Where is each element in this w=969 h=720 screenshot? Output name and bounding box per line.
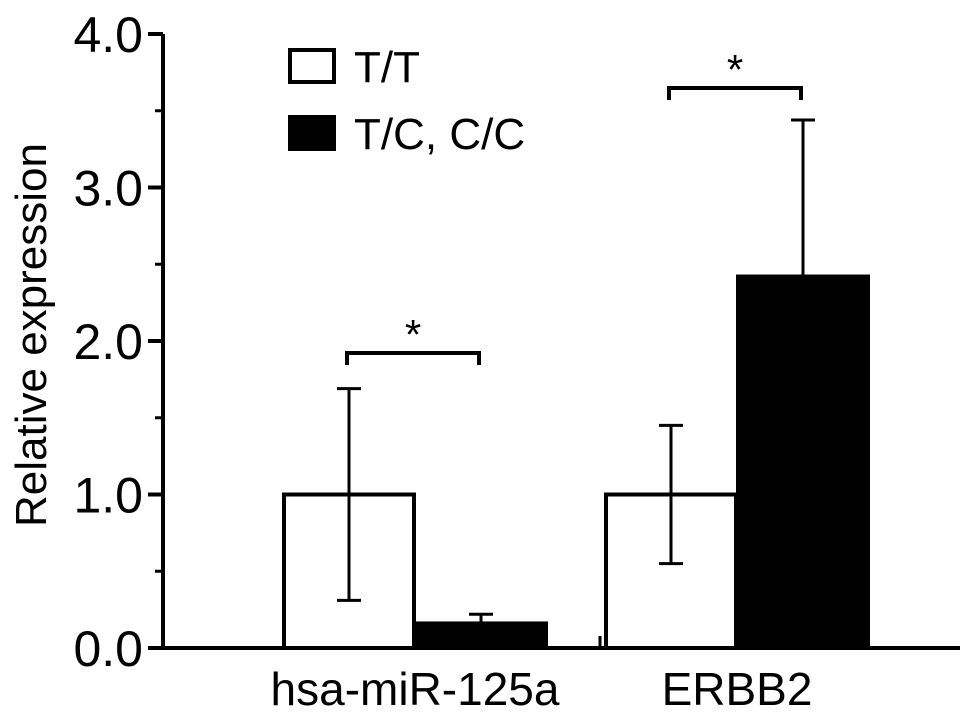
bars <box>282 274 870 651</box>
legend-label: T/T <box>354 43 420 92</box>
y-tick-label: 3.0 <box>73 161 143 217</box>
y-axis-label: Relative expression <box>7 143 56 527</box>
legend-swatch <box>288 115 336 151</box>
legend-label: T/C, C/C <box>354 110 525 159</box>
y-tick-label: 4.0 <box>73 7 143 63</box>
y-tick-label: 2.0 <box>73 314 143 370</box>
axes: 0.0 1.0 2.0 3.0 4.0 hsa-miR-125a ERBB2 <box>73 7 960 715</box>
x-tick-label: ERBB2 <box>662 663 813 715</box>
significance-bracket <box>667 86 803 100</box>
x-tick-label: hsa-miR-125a <box>271 663 560 715</box>
y-tick-label: 1.0 <box>73 468 143 524</box>
error-bars <box>337 118 815 635</box>
legend: T/T T/C, C/C <box>288 43 525 159</box>
y-tick-label: 0.0 <box>73 621 143 677</box>
significance-markers: ** <box>345 46 803 365</box>
significance-star: * <box>405 311 421 358</box>
significance-star: * <box>727 46 743 93</box>
legend-swatch <box>288 48 336 84</box>
significance-bracket <box>345 351 481 365</box>
